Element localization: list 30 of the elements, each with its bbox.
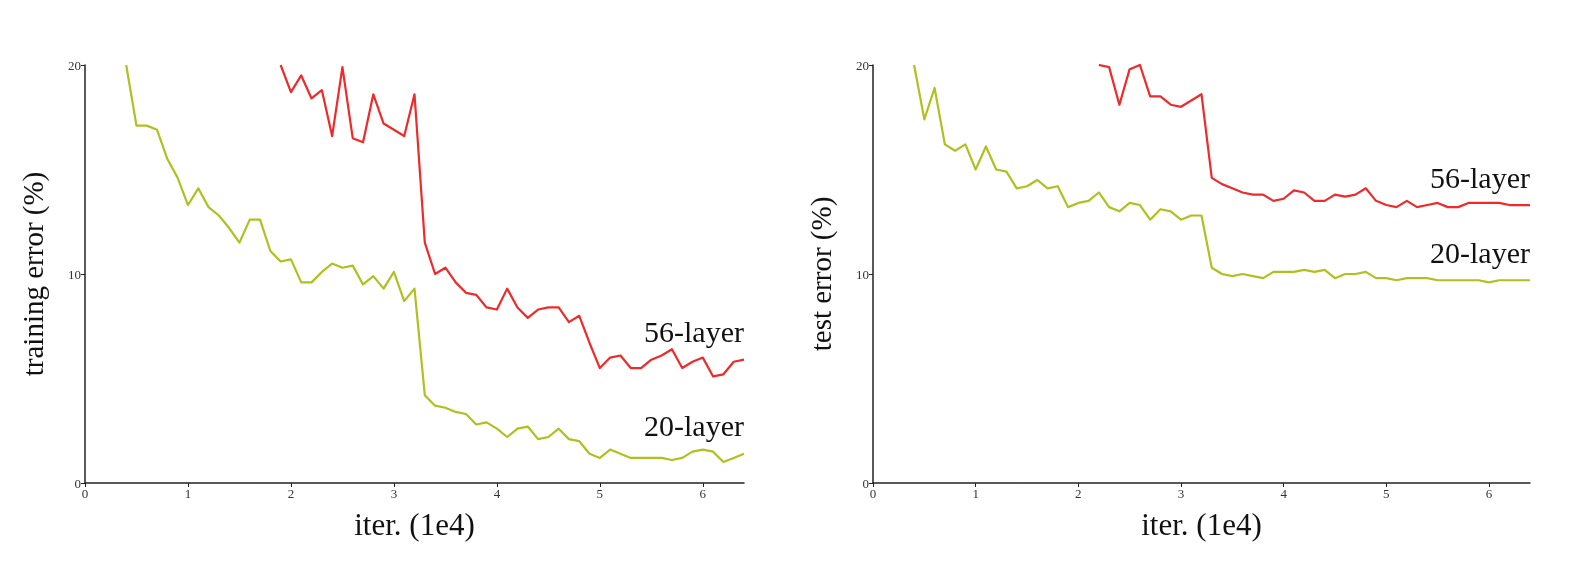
y-tick-label: 0 <box>74 475 81 491</box>
line-series <box>125 63 746 464</box>
x-tick-label: 1 <box>184 486 192 501</box>
x-tick-label: 5 <box>596 486 604 501</box>
y-tick-label: 0 <box>862 475 869 491</box>
x-tick-label: 6 <box>1485 486 1493 501</box>
line-series <box>1097 63 1532 209</box>
x-tick-label: 4 <box>493 486 501 501</box>
x-tick-label: 3 <box>390 486 398 501</box>
y-axis-title: test error (%) <box>804 196 838 352</box>
x-tick-label: 4 <box>1280 486 1288 501</box>
series-label: 56-layer <box>644 315 744 349</box>
y-tick-label: 20 <box>68 57 81 73</box>
x-axis-title: iter. (1e4) <box>1141 507 1262 542</box>
x-tick-label: 6 <box>699 486 707 501</box>
x-tick-label: 1 <box>972 486 979 501</box>
x-tick-label: 2 <box>287 486 295 501</box>
series-label: 20-layer <box>644 409 744 443</box>
x-tick-label: 3 <box>1177 486 1185 501</box>
y-tick-label: 20 <box>856 57 869 73</box>
series-label: 20-layer <box>1430 235 1530 269</box>
x-tick-label: 5 <box>1383 486 1390 501</box>
series-label: 56-layer <box>1430 160 1530 194</box>
y-tick-label: 10 <box>856 266 869 282</box>
line-series <box>912 63 1532 284</box>
x-axis-title: iter. (1e4) <box>354 507 475 542</box>
y-axis-title: training error (%) <box>16 171 50 377</box>
x-tick-label: 2 <box>1075 486 1082 501</box>
line-series <box>279 63 746 378</box>
y-tick-label: 10 <box>68 266 81 282</box>
